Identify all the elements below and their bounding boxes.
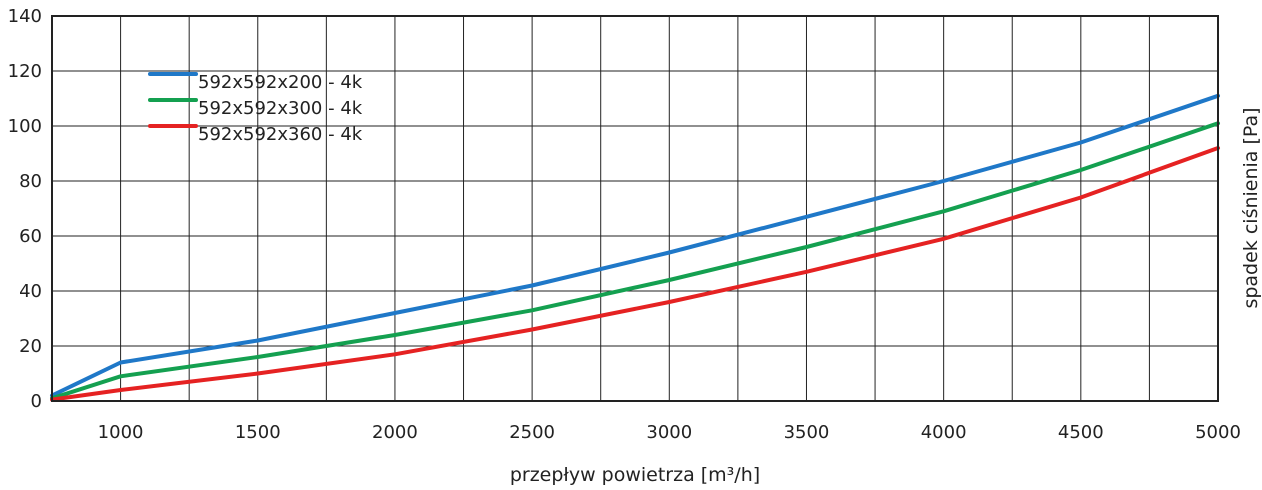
tick-labels: 1000 1500 2000 2500 3000 3500 4000 4500 5000 0 20 4… xyxy=(8,6,1241,443)
grid xyxy=(52,15,1218,402)
y-tick-label: 140 xyxy=(8,6,42,27)
x-tick-label: 4500 xyxy=(1058,422,1104,443)
x-tick-label: 1500 xyxy=(235,422,281,443)
legend-label: 592x592x300 - 4k xyxy=(198,98,363,119)
series-line-2 xyxy=(50,121,1220,401)
series-line-1 xyxy=(50,93,1220,398)
series-group xyxy=(50,93,1220,402)
x-tick-label: 3000 xyxy=(646,422,692,443)
legend: 592x592x200 - 4k 592x592x300 - 4k 592x592x… xyxy=(148,72,363,145)
x-tick-label: 5000 xyxy=(1195,422,1241,443)
y-tick-label: 100 xyxy=(8,116,42,137)
y-tick-label: 120 xyxy=(8,61,42,82)
x-tick-label: 3500 xyxy=(784,422,830,443)
y-tick-label: 40 xyxy=(19,281,42,302)
legend-label: 592x592x360 - 4k xyxy=(198,124,363,145)
y-axis-title: spadek ciśnienia [Pa] xyxy=(1240,107,1262,308)
y-tick-label: 60 xyxy=(19,226,42,247)
y-tick-label: 80 xyxy=(19,171,42,192)
y-tick-label: 20 xyxy=(19,336,42,357)
x-axis-title: przepływ powietrza [m³/h] xyxy=(510,464,760,486)
x-tick-label: 2500 xyxy=(509,422,555,443)
legend-label: 592x592x200 - 4k xyxy=(198,72,363,93)
y-tick-label: 0 xyxy=(31,391,42,412)
plot-frame xyxy=(51,15,1219,402)
series-line-3 xyxy=(50,146,1220,402)
x-tick-label: 1000 xyxy=(98,422,144,443)
x-tick-label: 2000 xyxy=(372,422,418,443)
x-tick-label: 4000 xyxy=(921,422,967,443)
